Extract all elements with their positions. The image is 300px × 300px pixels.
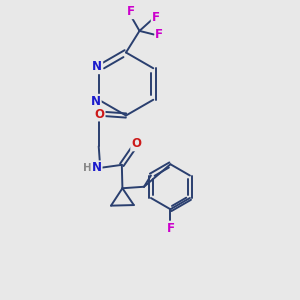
Text: H: H <box>83 163 92 173</box>
Text: F: F <box>167 222 174 235</box>
Text: N: N <box>92 161 102 174</box>
Text: F: F <box>155 28 163 41</box>
Text: F: F <box>127 5 134 18</box>
Text: O: O <box>131 137 141 150</box>
Text: N: N <box>91 95 101 108</box>
Text: F: F <box>152 11 160 24</box>
Text: N: N <box>92 60 102 73</box>
Text: O: O <box>94 107 105 121</box>
